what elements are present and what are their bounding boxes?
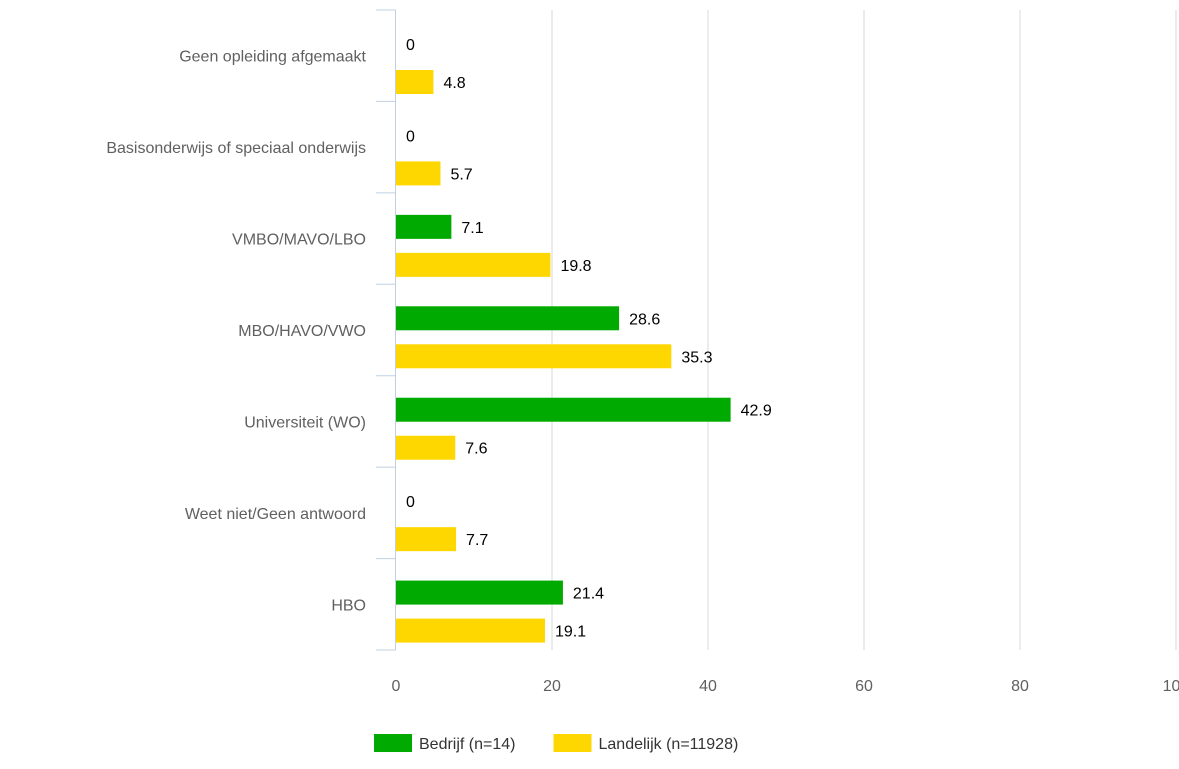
legend-swatch[interactable] [374, 734, 412, 753]
legend-swatch[interactable] [553, 734, 592, 753]
data-label: 0 [406, 128, 415, 145]
category-label: Geen opleiding afgemaakt [179, 49, 366, 66]
category-label: Universiteit (WO) [244, 414, 366, 431]
data-label: 7.6 [465, 441, 487, 458]
bars [396, 70, 731, 643]
category-label: Basisonderwijs of speciaal onderwijs [106, 140, 366, 157]
gridlines [551, 10, 1177, 651]
bar[interactable] [396, 397, 731, 422]
data-label: 42.9 [741, 403, 772, 420]
x-tick-label: 100 [1163, 678, 1179, 695]
bar[interactable] [396, 527, 457, 552]
category-label: Weet niet/Geen antwoord [185, 506, 366, 523]
data-label: 19.8 [560, 258, 591, 275]
data-label: 19.1 [555, 624, 586, 641]
x-tick-label: 60 [855, 678, 873, 695]
data-label: 7.1 [461, 220, 483, 237]
bar[interactable] [396, 214, 452, 239]
data-label: 21.4 [573, 586, 604, 603]
legend-label[interactable]: Landelijk (n=11928) [599, 736, 739, 753]
tick-labels: 0 20 40 60 80 100 [392, 678, 1179, 695]
bar[interactable] [396, 306, 620, 331]
category-label: HBO [331, 597, 366, 614]
legend[interactable]: Bedrijf (n=14) Landelijk (n=11928) [374, 734, 738, 753]
data-label: 0 [406, 37, 415, 54]
legend-label[interactable]: Bedrijf (n=14) [419, 736, 516, 753]
data-label: 4.8 [443, 75, 465, 92]
category-label: VMBO/MAVO/LBO [232, 232, 366, 249]
x-tick-label: 80 [1011, 678, 1029, 695]
bar[interactable] [396, 70, 434, 94]
data-label: 35.3 [681, 349, 712, 366]
data-label: 5.7 [450, 166, 472, 183]
data-label: 7.7 [466, 532, 488, 549]
category-label: MBO/HAVO/VWO [238, 323, 366, 340]
x-tick-label: 20 [543, 678, 561, 695]
bar[interactable] [396, 618, 545, 643]
bar[interactable] [396, 580, 563, 605]
bar[interactable] [396, 344, 672, 369]
bar[interactable] [396, 252, 551, 277]
bar[interactable] [396, 435, 456, 460]
category-labels: Geen opleiding afgemaakt Basisonderwijs o… [106, 49, 366, 615]
x-tick-label: 0 [392, 678, 401, 695]
bar[interactable] [396, 161, 441, 186]
data-label: 28.6 [629, 311, 660, 328]
category-axis [376, 9, 396, 651]
data-label: 0 [406, 494, 415, 511]
data-labels: 0 0 7.1 28.6 42.9 0 21.4 4.8 5.7 19.8 35.3 7.6 7.7 19… [406, 37, 772, 641]
x-tick-label: 40 [699, 678, 717, 695]
